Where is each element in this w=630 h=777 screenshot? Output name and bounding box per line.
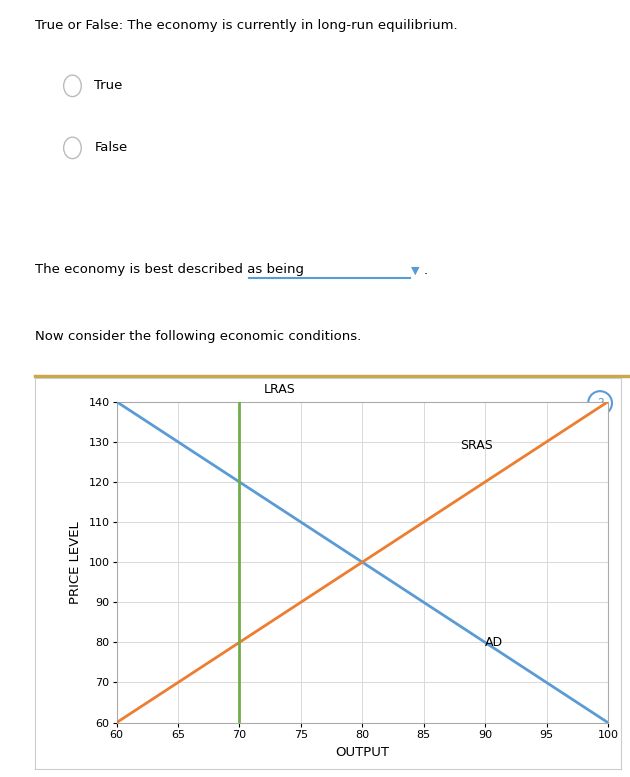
Text: AD: AD xyxy=(485,636,503,649)
Text: True or False: The economy is currently in long-run equilibrium.: True or False: The economy is currently … xyxy=(35,19,457,32)
Text: ?: ? xyxy=(597,396,604,409)
Text: LRAS: LRAS xyxy=(264,383,295,395)
Text: .: . xyxy=(424,264,428,277)
Text: Now consider the following economic conditions.: Now consider the following economic cond… xyxy=(35,330,361,343)
Text: ▼: ▼ xyxy=(411,266,420,276)
Y-axis label: PRICE LEVEL: PRICE LEVEL xyxy=(69,521,81,604)
Text: True: True xyxy=(94,79,123,92)
Text: The economy is best described as being: The economy is best described as being xyxy=(35,263,304,276)
Text: SRAS: SRAS xyxy=(461,439,493,452)
Text: False: False xyxy=(94,141,128,155)
X-axis label: OUTPUT: OUTPUT xyxy=(335,747,389,759)
